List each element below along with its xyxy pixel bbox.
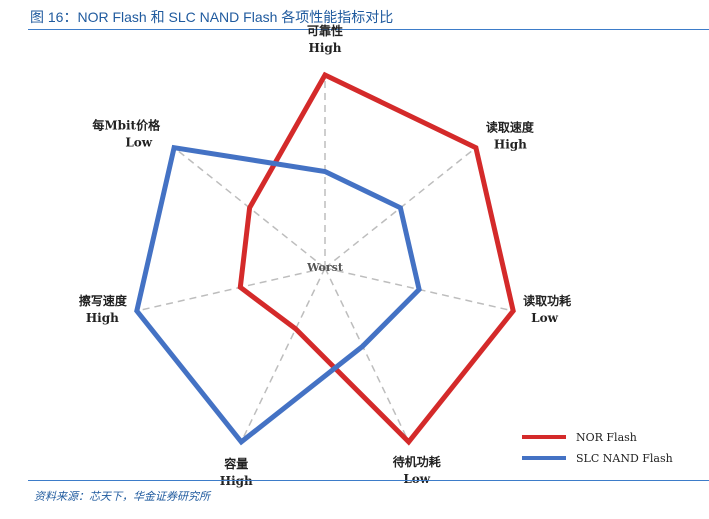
series-2-line (134, 144, 422, 446)
title-rule (28, 29, 709, 30)
axis-best-6: High (86, 311, 119, 325)
spoke-5 (240, 267, 326, 443)
spoke-4 (324, 267, 410, 443)
axis-label-2: 读取速度 (486, 120, 535, 135)
axis-best-2: High (494, 138, 527, 152)
footer-rule (28, 480, 709, 481)
axis-best-4: Low (403, 472, 430, 486)
figure-title: 图 16：NOR Flash 和 SLC NAND Flash 各项性能指标对比 (30, 9, 394, 25)
axis-label-4: 待机功耗 (393, 454, 441, 469)
axis-label-3: 读取功耗 (523, 293, 571, 308)
series-1-line (237, 71, 516, 446)
axis-label-7: 每Mbit价格 (92, 118, 161, 133)
center-label: Worst (306, 261, 344, 274)
axis-label-1: 可靠性 (307, 23, 343, 38)
spoke-6 (136, 267, 326, 312)
axis-label-5: 容量 (223, 456, 248, 471)
axis-best-3: Low (531, 311, 558, 325)
axis-best-7: Low (125, 136, 152, 150)
source-note: 资料来源：芯天下，华金证券研究所 (34, 490, 210, 503)
legend-label-2: SLC NAND Flash (576, 452, 673, 465)
legend-label-1: NOR Flash (576, 431, 637, 444)
axis-label-6: 擦写速度 (79, 293, 128, 308)
axis-best-1: High (308, 41, 341, 55)
